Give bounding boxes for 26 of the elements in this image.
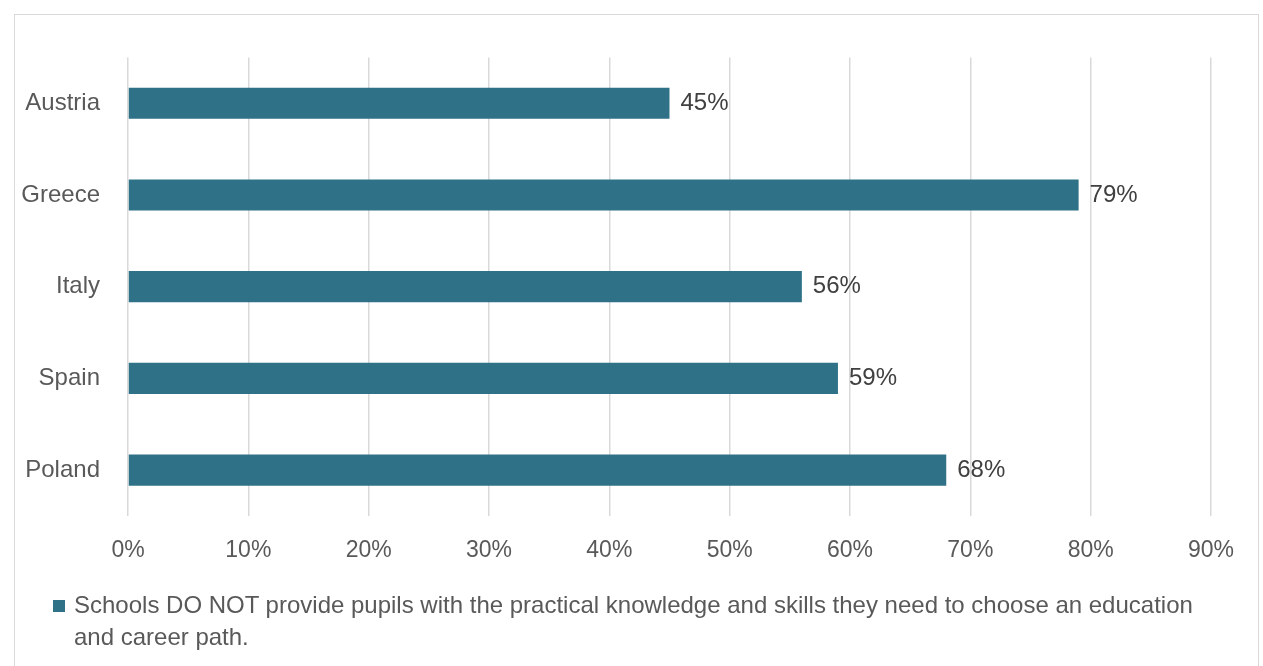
x-tick-label: 60%: [826, 536, 874, 563]
bar: [128, 87, 670, 119]
data-label: 79%: [1089, 179, 1138, 207]
y-tick-label: Austria: [25, 87, 101, 115]
x-tick-label: 20%: [345, 536, 392, 563]
y-tick-label: Spain: [38, 363, 100, 391]
data-label: 59%: [848, 363, 897, 391]
data-label: 68%: [957, 454, 1006, 482]
x-tick-label: 40%: [586, 536, 633, 563]
bar: [128, 271, 802, 303]
bar: [128, 362, 838, 395]
x-tick-label: 50%: [706, 536, 753, 563]
y-tick-label: Italy: [55, 271, 100, 299]
data-label: 56%: [812, 271, 861, 299]
y-tick-label: Poland: [25, 454, 100, 482]
x-tick-label: 80%: [1067, 536, 1114, 563]
bar: [128, 454, 947, 486]
x-tick-label: 10%: [225, 536, 272, 563]
bar: [128, 179, 1079, 211]
y-tick-label: Greece: [21, 179, 100, 207]
x-tick-label: 70%: [947, 536, 994, 563]
legend-label: Schools DO NOT provide pupils with the practical knowledge and skills they need to choose an education and career path.: [74, 590, 1194, 652]
data-label: 45%: [680, 87, 729, 115]
x-tick-label: 0%: [111, 536, 145, 563]
x-tick-label: 30%: [465, 536, 513, 563]
x-tick-label: 90%: [1187, 536, 1235, 563]
